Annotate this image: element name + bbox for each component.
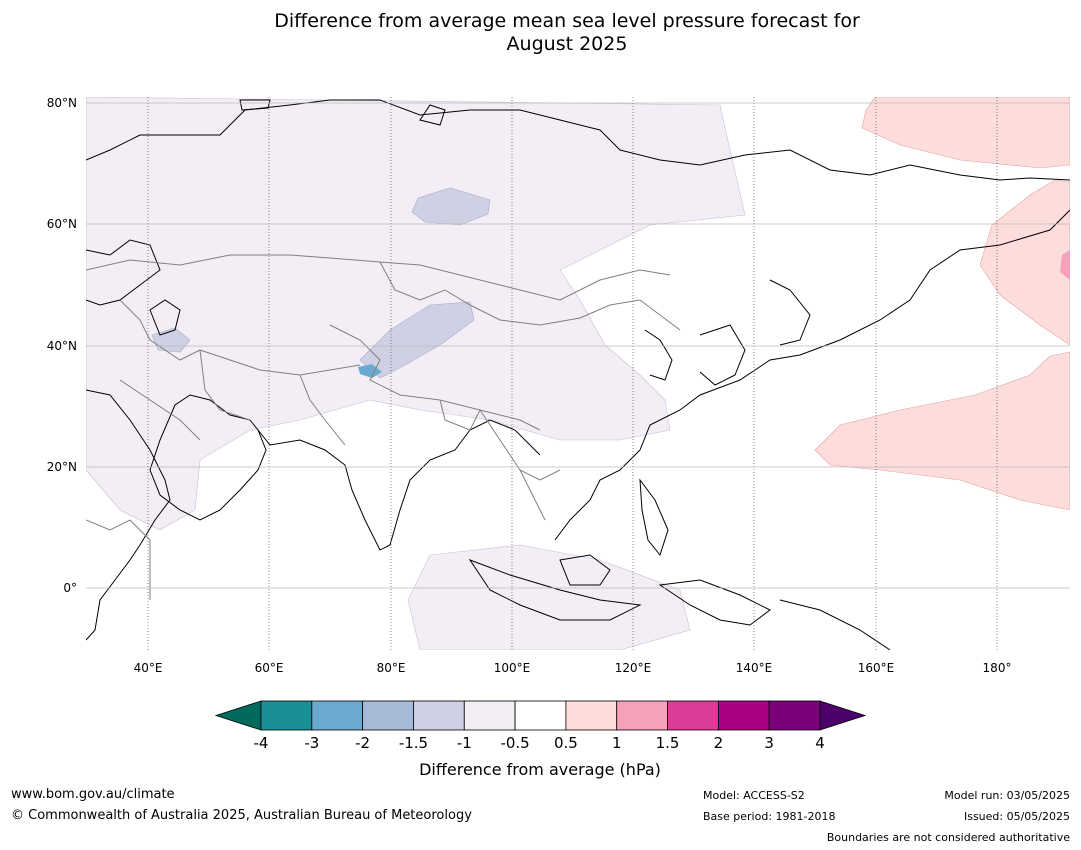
- colorbar-cells: [260, 700, 821, 731]
- coastlines: [86, 99, 1070, 650]
- colorbar-cell: [667, 700, 719, 731]
- lon-label-180: 180°: [983, 661, 1012, 675]
- anomaly-bering-positive-core: [1060, 250, 1070, 280]
- footer-model-run: Model run: 03/05/2025: [944, 789, 1070, 802]
- lon-label-40e: 40°E: [134, 661, 163, 675]
- anomaly-western-pacific-positive: [814, 351, 1070, 511]
- footer-website[interactable]: www.bom.gov.au/climate: [11, 787, 175, 802]
- colorbar-tick-label: -0.5: [500, 734, 529, 752]
- anomaly-eurasia-negative: [86, 97, 746, 531]
- colorbar-cell: [565, 700, 618, 731]
- lon-label-80e: 80°E: [377, 661, 406, 675]
- colorbar-cell: [260, 700, 313, 731]
- anomaly-kamchatka-positive: [979, 179, 1070, 346]
- colorbar-extend-max: [819, 700, 867, 731]
- colorbar-tick-label: -2: [355, 734, 370, 752]
- lon-label-160e: 160°E: [858, 661, 895, 675]
- anomaly-indian-ocean-negative: [407, 544, 691, 650]
- longitude-labels: 40°E 60°E 80°E 100°E 120°E 140°E 160°E 1…: [134, 661, 1012, 675]
- lon-label-140e: 140°E: [736, 661, 773, 675]
- colorbar-tick-label: 1: [612, 734, 622, 752]
- lat-label-80n: 80°N: [47, 96, 77, 110]
- colorbar-cell: [413, 700, 465, 731]
- lat-label-60n: 60°N: [47, 217, 77, 231]
- meridians: [147, 97, 998, 650]
- colorbar: -4 -3 -2 -1.5 -1 -0.5 0.5 1 1.5 2 3 4 Difference fr…: [214, 700, 867, 779]
- footer-model: Model: ACCESS-S2: [703, 789, 805, 802]
- anomaly-north-pacific-positive: [861, 97, 1070, 169]
- colorbar-extend-min: [214, 700, 262, 731]
- lat-label-40n: 40°N: [47, 339, 77, 353]
- colorbar-tick-label: 3: [764, 734, 774, 752]
- colorbar-tick-label: -1: [457, 734, 472, 752]
- lat-label-0: 0°: [63, 581, 77, 595]
- lat-label-20n: 20°N: [47, 460, 77, 474]
- title-line-1: Difference from average mean sea level p…: [274, 10, 860, 32]
- colorbar-tick-labels: -4 -3 -2 -1.5 -1 -0.5 0.5 1 1.5 2 3 4: [254, 734, 825, 752]
- colorbar-tick-label: 1.5: [656, 734, 680, 752]
- footer-issued: Issued: 05/05/2025: [963, 810, 1070, 823]
- colorbar-tick-label: 0.5: [554, 734, 578, 752]
- lon-label-60e: 60°E: [255, 661, 284, 675]
- colorbar-tick-label: 2: [714, 734, 724, 752]
- colorbar-cell: [717, 700, 770, 731]
- colorbar-cell: [768, 700, 821, 731]
- title-line-2: August 2025: [506, 33, 628, 55]
- map-area: [86, 97, 1070, 650]
- footer-base-period: Base period: 1981-2018: [703, 810, 836, 823]
- colorbar-cell: [311, 700, 364, 731]
- latitude-labels: 80°N 60°N 40°N 20°N 0°: [47, 96, 77, 595]
- colorbar-tick-label: 4: [815, 734, 825, 752]
- colorbar-cell: [362, 700, 414, 731]
- colorbar-tick-label: -3: [304, 734, 319, 752]
- parallels: [86, 102, 1070, 589]
- colorbar-tick-label: -1.5: [399, 734, 428, 752]
- colorbar-cell: [463, 700, 516, 731]
- colorbar-tick-label: -4: [254, 734, 269, 752]
- anomaly-central-asia-negative: [359, 301, 475, 379]
- footer-disclaimer: Boundaries are not considered authoritat…: [826, 831, 1070, 844]
- colorbar-title: Difference from average (hPa): [419, 760, 661, 779]
- lon-label-120e: 120°E: [615, 661, 652, 675]
- footer-copyright: © Commonwealth of Australia 2025, Austra…: [11, 808, 472, 823]
- lon-label-100e: 100°E: [494, 661, 531, 675]
- colorbar-cell: [616, 700, 668, 731]
- colorbar-cell: [514, 700, 567, 731]
- country-borders: [86, 254, 681, 600]
- chart-title: Difference from average mean sea level p…: [0, 10, 1081, 56]
- anomaly-siberia-negative: [411, 187, 491, 226]
